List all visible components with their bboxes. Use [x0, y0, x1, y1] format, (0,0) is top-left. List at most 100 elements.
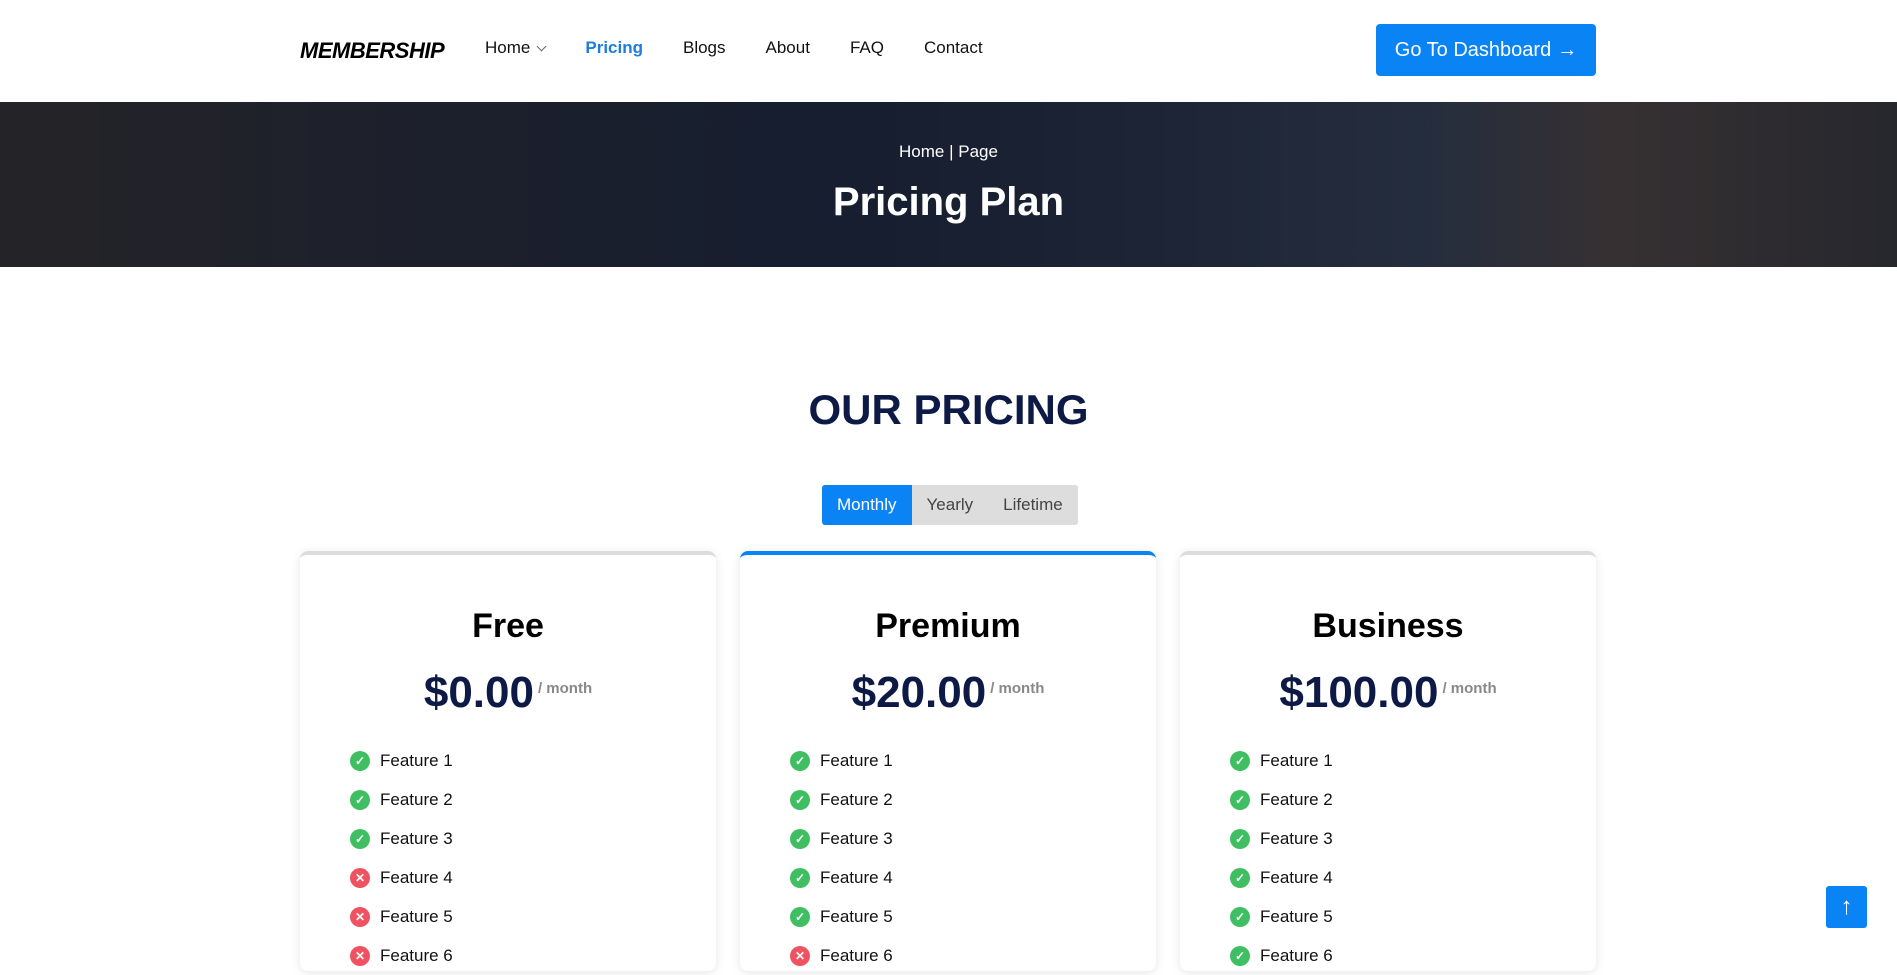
price-period: / month	[1442, 680, 1497, 697]
toggle-monthly[interactable]: Monthly	[822, 485, 912, 525]
arrow-right-icon: →	[1557, 38, 1578, 61]
feature-label: Feature 4	[820, 867, 893, 887]
arrow-up-icon: ↑	[1840, 893, 1853, 920]
feature-label: Feature 6	[1260, 945, 1333, 965]
toggle-lifetime[interactable]: Lifetime	[988, 485, 1078, 525]
nav-label: Pricing	[585, 38, 643, 57]
chevron-down-icon	[536, 41, 547, 51]
check-circle-icon: ✓	[1230, 867, 1250, 888]
feature-item: ✕ Feature 6	[350, 936, 453, 975]
check-circle-icon: ✓	[790, 906, 810, 927]
feature-label: Feature 2	[820, 789, 893, 809]
section-title: OUR PRICING	[808, 386, 1089, 433]
feature-label: Feature 4	[380, 867, 453, 887]
check-circle-icon: ✓	[1230, 750, 1250, 771]
nav-label: FAQ	[849, 38, 884, 57]
check-circle-icon: ✓	[350, 750, 370, 771]
check-circle-icon: ✓	[1230, 906, 1250, 927]
feature-label: Feature 2	[1260, 789, 1333, 809]
nav-label: Contact	[923, 38, 983, 57]
feature-label: Feature 5	[820, 906, 893, 926]
x-circle-icon: ✕	[350, 945, 370, 966]
feature-item: ✓ Feature 3	[1230, 819, 1333, 858]
feature-label: Feature 2	[380, 789, 453, 809]
feature-item: ✕ Feature 4	[350, 858, 453, 897]
plan-price: $20.00/ month	[740, 668, 1156, 718]
x-circle-icon: ✕	[350, 906, 370, 927]
nav-item-faq[interactable]: FAQ	[850, 38, 884, 58]
page-title: Pricing Plan	[832, 180, 1065, 224]
check-circle-icon: ✓	[790, 750, 810, 771]
feature-item: ✕ Feature 5	[350, 897, 453, 936]
feature-label: Feature 1	[1260, 750, 1333, 770]
feature-item: ✓ Feature 6	[1230, 936, 1333, 975]
feature-item: ✓ Feature 1	[790, 741, 893, 780]
plan-price: $100.00/ month	[1180, 668, 1596, 718]
breadcrumb: Home | Page	[899, 142, 998, 161]
feature-list: ✓ Feature 1 ✓ Feature 2 ✓ Feature 3 ✓ Feature 4…	[790, 741, 893, 975]
nav-item-blogs[interactable]: Blogs	[683, 38, 726, 58]
feature-item: ✓ Feature 2	[350, 780, 453, 819]
x-circle-icon: ✕	[790, 945, 810, 966]
feature-label: Feature 3	[380, 828, 453, 848]
logo[interactable]: MEMBERSHIP	[300, 38, 445, 63]
feature-item: ✓ Feature 3	[790, 819, 893, 858]
feature-item: ✓ Feature 1	[350, 741, 453, 780]
feature-item: ✓ Feature 3	[350, 819, 453, 858]
feature-label: Feature 5	[1260, 906, 1333, 926]
feature-item: ✓ Feature 5	[1230, 897, 1333, 936]
check-circle-icon: ✓	[350, 828, 370, 849]
go-to-dashboard-button[interactable]: Go To Dashboard →	[1376, 24, 1596, 76]
feature-list: ✓ Feature 1 ✓ Feature 2 ✓ Feature 3 ✕ Feature 4…	[350, 741, 453, 975]
scroll-to-top-button[interactable]: ↑	[1826, 886, 1867, 928]
x-circle-icon: ✕	[350, 867, 370, 888]
price-period: / month	[990, 680, 1045, 697]
feature-item: ✓ Feature 2	[1230, 780, 1333, 819]
nav-item-home[interactable]: Home	[485, 38, 547, 58]
nav-item-contact[interactable]: Contact	[924, 38, 983, 58]
pricing-card-premium: Premium $20.00/ month ✓ Feature 1 ✓ Feature …	[740, 551, 1156, 971]
nav-item-pricing[interactable]: Pricing	[585, 38, 643, 58]
feature-item: ✓ Feature 4	[790, 858, 893, 897]
navbar: MEMBERSHIP Home Pricing Blogs About FAQ Conta…	[0, 0, 1897, 102]
feature-label: Feature 1	[820, 750, 893, 770]
plan-name: Premium	[875, 607, 1021, 645]
feature-item: ✓ Feature 1	[1230, 741, 1333, 780]
pricing-card-free: Free $0.00/ month ✓ Feature 1 ✓ Feature 2 ✓ Fe…	[300, 551, 716, 971]
feature-item: ✓ Feature 2	[790, 780, 893, 819]
billing-period-toggle: Monthly Yearly Lifetime	[822, 485, 1078, 525]
feature-label: Feature 4	[1260, 867, 1333, 887]
nav-item-about[interactable]: About	[766, 38, 810, 58]
pricing-card-business: Business $100.00/ month ✓ Feature 1 ✓ Featur…	[1180, 551, 1596, 971]
price-amount: $100.00	[1279, 668, 1439, 717]
feature-label: Feature 6	[380, 945, 453, 965]
main-menu: Home Pricing Blogs About FAQ Contact	[485, 38, 1023, 58]
check-circle-icon: ✓	[1230, 945, 1250, 966]
nav-label: Blogs	[682, 38, 726, 57]
feature-label: Feature 6	[820, 945, 893, 965]
price-amount: $20.00	[851, 668, 987, 717]
check-circle-icon: ✓	[790, 867, 810, 888]
check-circle-icon: ✓	[1230, 789, 1250, 810]
plan-name: Business	[1312, 607, 1464, 645]
dashboard-label: Go To Dashboard	[1394, 38, 1552, 61]
plan-name: Free	[472, 607, 544, 645]
feature-label: Feature 3	[820, 828, 893, 848]
feature-item: ✕ Feature 6	[790, 936, 893, 975]
feature-item: ✓ Feature 4	[1230, 858, 1333, 897]
toggle-yearly[interactable]: Yearly	[911, 485, 989, 525]
check-circle-icon: ✓	[1230, 828, 1250, 849]
hero-banner: Home | Page Pricing Plan	[0, 102, 1897, 267]
feature-list: ✓ Feature 1 ✓ Feature 2 ✓ Feature 3 ✓ Feature 4…	[1230, 741, 1333, 975]
feature-label: Feature 5	[380, 906, 453, 926]
price-amount: $0.00	[423, 668, 534, 717]
nav-label: Home	[485, 38, 531, 57]
check-circle-icon: ✓	[350, 789, 370, 810]
check-circle-icon: ✓	[790, 789, 810, 810]
price-period: / month	[537, 680, 593, 697]
feature-item: ✓ Feature 5	[790, 897, 893, 936]
check-circle-icon: ✓	[790, 828, 810, 849]
feature-label: Feature 3	[1260, 828, 1333, 848]
feature-label: Feature 1	[380, 750, 453, 770]
plan-price: $0.00/ month	[300, 668, 716, 718]
